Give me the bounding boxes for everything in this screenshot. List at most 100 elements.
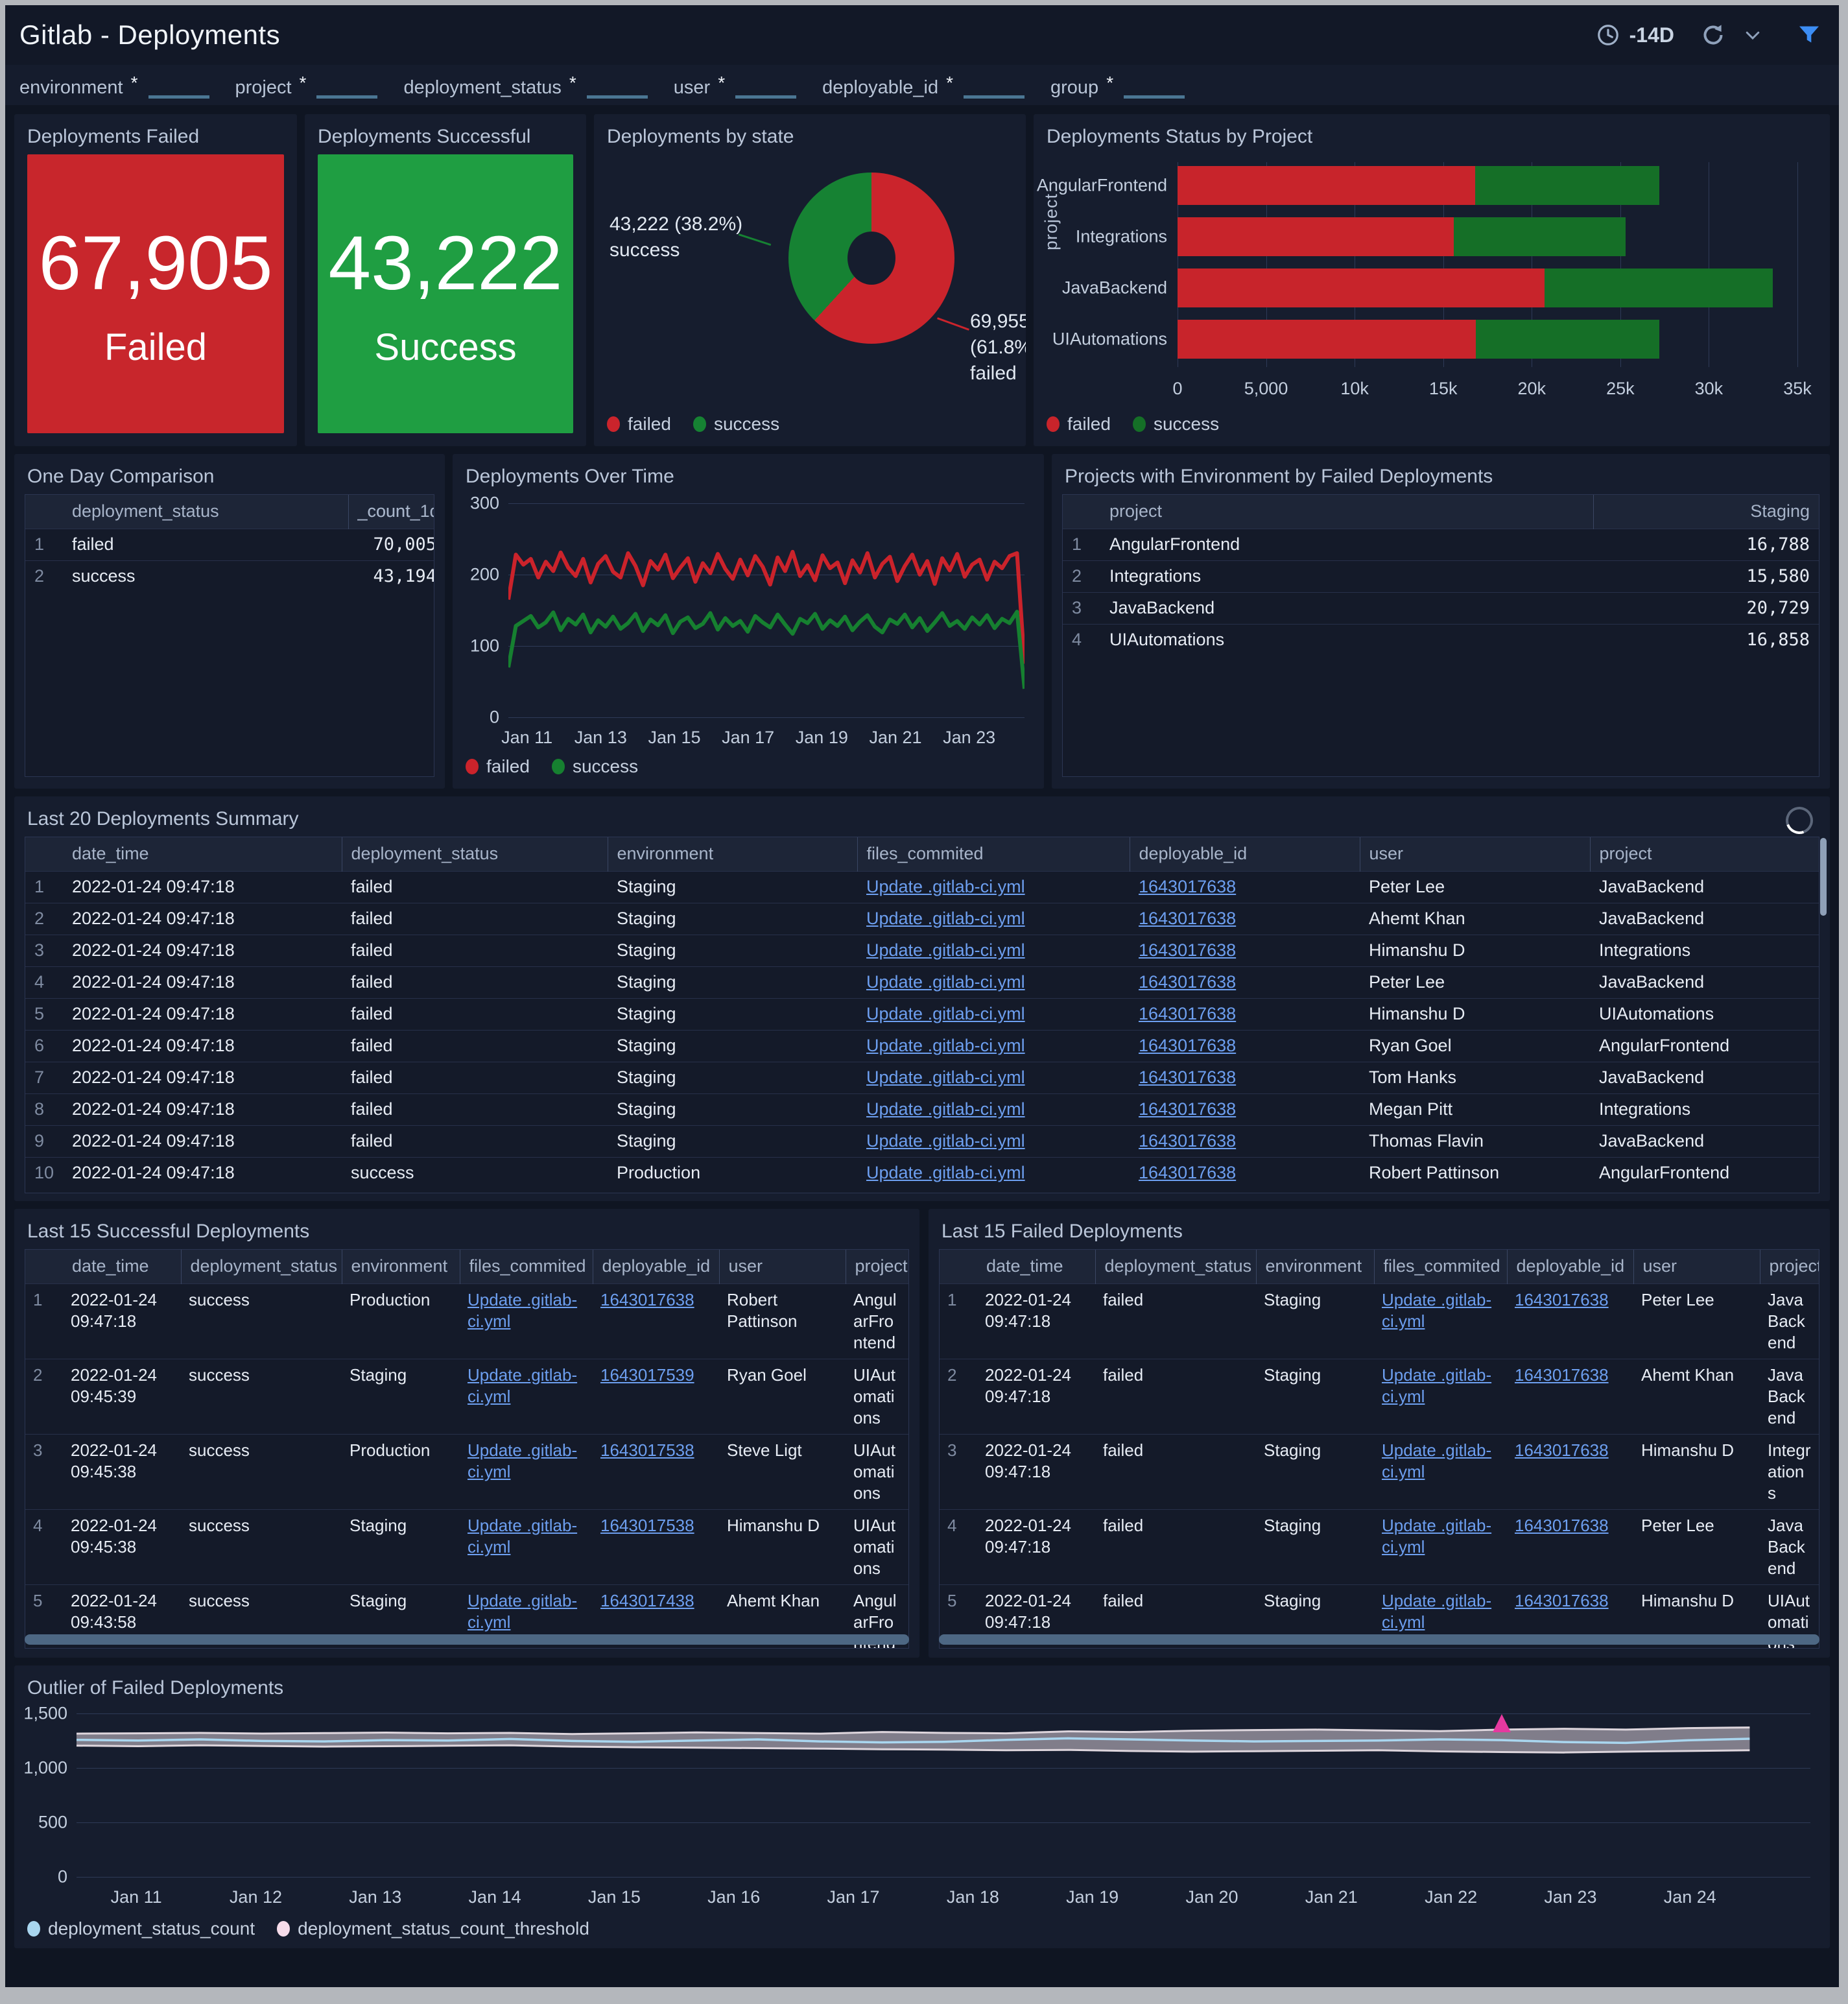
link-deployable_id[interactable]: 1643017438 [600,1590,694,1610]
link-files_commited[interactable]: Update .gitlab-ci.yml [1382,1440,1492,1481]
link-deployable_id[interactable]: 1643017638 [1139,1099,1237,1119]
column-header-date_time[interactable]: date_time [977,1250,1095,1283]
legend-item-success[interactable]: success [1132,414,1219,435]
column-header-deployable_id[interactable]: deployable_id [592,1250,719,1283]
column-header-deployment_status[interactable]: deployment_status [341,837,608,871]
column-header-date_time[interactable]: date_time [63,837,342,871]
link-files_commited[interactable]: Update .gitlab-ci.yml [866,1036,1025,1055]
link-deployable_id[interactable]: 1643017538 [600,1515,694,1535]
link-files_commited[interactable]: Update .gitlab-ci.yml [866,1004,1025,1023]
column-header-staging[interactable]: Staging [1593,495,1819,529]
column-header-user[interactable]: user [718,1250,846,1283]
vertical-scrollbar[interactable] [1820,838,1827,916]
link-files_commited[interactable]: Update .gitlab-ci.yml [866,877,1025,896]
bar-segment-success[interactable] [1476,320,1659,359]
legend-item-deployment_status_count_threshold[interactable]: deployment_status_count_threshold [277,1918,589,1939]
link-deployable_id[interactable]: 1643017638 [1139,940,1237,960]
link-files_commited[interactable]: Update .gitlab-ci.yml [866,1163,1025,1183]
column-header-user[interactable]: user [1359,837,1590,871]
filter-input[interactable] [735,79,797,99]
column-header-project[interactable]: project [1100,495,1593,529]
link-deployable_id[interactable]: 1643017638 [1515,1515,1609,1535]
link-deployable_id[interactable]: 1643017539 [600,1365,694,1385]
link-files_commited[interactable]: Update .gitlab-ci.yml [866,972,1025,992]
column-header-environment[interactable]: environment [1255,1250,1374,1283]
link-deployable_id[interactable]: 1643017638 [1139,909,1237,928]
series-deployment_status_count[interactable] [77,1738,1749,1743]
outlier-marker-icon[interactable] [1493,1713,1511,1732]
column-header-project[interactable]: project [845,1250,908,1283]
link-deployable_id[interactable]: 1643017538 [600,1440,694,1460]
filter-input[interactable] [964,79,1025,99]
link-files_commited[interactable]: Update .gitlab-ci.yml [866,1068,1025,1087]
bar-segment-success[interactable] [1545,268,1773,307]
legend-item-success[interactable]: success [693,414,779,435]
bar-segment-failed[interactable] [1178,268,1545,307]
link-files_commited[interactable]: Update .gitlab-ci.yml [1382,1590,1492,1632]
filter-button[interactable] [1796,22,1822,48]
link-deployable_id[interactable]: 1643017638 [1139,1068,1237,1087]
link-files_commited[interactable]: Update .gitlab-ci.yml [866,1131,1025,1151]
link-files_commited[interactable]: Update .gitlab-ci.yml [866,909,1025,928]
donut-slices[interactable] [788,173,954,344]
filter-input[interactable] [586,79,648,99]
filter-input[interactable] [1124,79,1185,99]
column-header-environment[interactable]: environment [607,837,857,871]
column-header-deployment_status[interactable]: deployment_status [180,1250,342,1283]
link-deployable_id[interactable]: 1643017638 [1515,1440,1609,1460]
legend-item-failed[interactable]: failed [1047,414,1111,435]
link-deployable_id[interactable]: 1643017638 [1515,1365,1609,1385]
link-deployable_id[interactable]: 1643017638 [1139,1131,1237,1151]
horizontal-scrollbar[interactable] [25,1634,909,1645]
link-deployable_id[interactable]: 1643017638 [1139,1036,1237,1055]
filter-input[interactable] [316,79,378,99]
link-deployable_id[interactable]: 1643017638 [1515,1590,1609,1610]
link-deployable_id[interactable]: 1643017638 [1515,1289,1609,1309]
link-files_commited[interactable]: Update .gitlab-ci.yml [1382,1365,1492,1406]
column-header-environment[interactable]: environment [341,1250,460,1283]
column-header-project[interactable]: project [1759,1250,1819,1283]
series-failed[interactable] [508,552,1025,664]
refresh-dropdown[interactable] [1743,25,1762,45]
link-files_commited[interactable]: Update .gitlab-ci.yml [1382,1515,1492,1557]
bar-segment-failed[interactable] [1178,217,1454,256]
link-deployable_id[interactable]: 1643017638 [1139,877,1237,896]
column-header-deployable_id[interactable]: deployable_id [1129,837,1360,871]
column-header-project[interactable]: project [1589,837,1819,871]
legend-item-failed[interactable]: failed [466,756,530,777]
filter-input[interactable] [148,79,209,99]
link-deployable_id[interactable]: 1643017638 [1139,1004,1237,1023]
link-deployable_id[interactable]: 1643017638 [600,1289,694,1309]
column-header-files_commited[interactable]: files_commited [459,1250,593,1283]
legend-item-success[interactable]: success [551,756,638,777]
column-header-deployment_status[interactable]: deployment_status [63,495,348,529]
bar-segment-failed[interactable] [1178,320,1476,359]
column-header-files_commited[interactable]: files_commited [857,837,1130,871]
bar-segment-failed[interactable] [1178,166,1475,205]
link-files_commited[interactable]: Update .gitlab-ci.yml [468,1365,578,1406]
column-header-deployment_status[interactable]: deployment_status [1095,1250,1256,1283]
link-files_commited[interactable]: Update .gitlab-ci.yml [1382,1289,1492,1331]
column-header-deployable_id[interactable]: deployable_id [1506,1250,1633,1283]
bar-segment-success[interactable] [1453,217,1626,256]
link-files_commited[interactable]: Update .gitlab-ci.yml [468,1590,578,1632]
bar-segment-success[interactable] [1475,166,1659,205]
series-success[interactable] [508,612,1025,689]
time-range-button[interactable] [1596,23,1620,47]
column-header-user[interactable]: user [1633,1250,1760,1283]
link-files_commited[interactable]: Update .gitlab-ci.yml [866,940,1025,960]
refresh-button[interactable] [1700,22,1726,48]
link-files_commited[interactable]: Update .gitlab-ci.yml [468,1515,578,1557]
legend-item-failed[interactable]: failed [607,414,671,435]
success-stat-box[interactable]: 43,222 Success [318,154,573,433]
horizontal-scrollbar[interactable] [939,1634,1819,1645]
column-header-_count_1d[interactable]: _count_1d [348,495,434,529]
link-files_commited[interactable]: Update .gitlab-ci.yml [866,1099,1025,1119]
column-header-date_time[interactable]: date_time [63,1250,181,1283]
failed-stat-box[interactable]: 67,905 Failed [27,154,284,433]
legend-item-deployment_status_count[interactable]: deployment_status_count [27,1918,255,1939]
link-deployable_id[interactable]: 1643017638 [1139,972,1237,992]
link-files_commited[interactable]: Update .gitlab-ci.yml [468,1440,578,1481]
column-header-files_commited[interactable]: files_commited [1373,1250,1507,1283]
link-deployable_id[interactable]: 1643017638 [1139,1163,1237,1183]
